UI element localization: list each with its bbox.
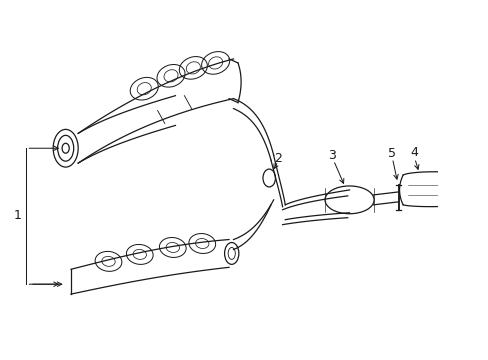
Text: 3: 3 — [327, 149, 335, 162]
Text: 4: 4 — [409, 146, 417, 159]
Text: 2: 2 — [274, 152, 282, 165]
Text: 6: 6 — [486, 59, 488, 72]
Text: 5: 5 — [386, 147, 395, 160]
Text: 1: 1 — [14, 209, 21, 222]
